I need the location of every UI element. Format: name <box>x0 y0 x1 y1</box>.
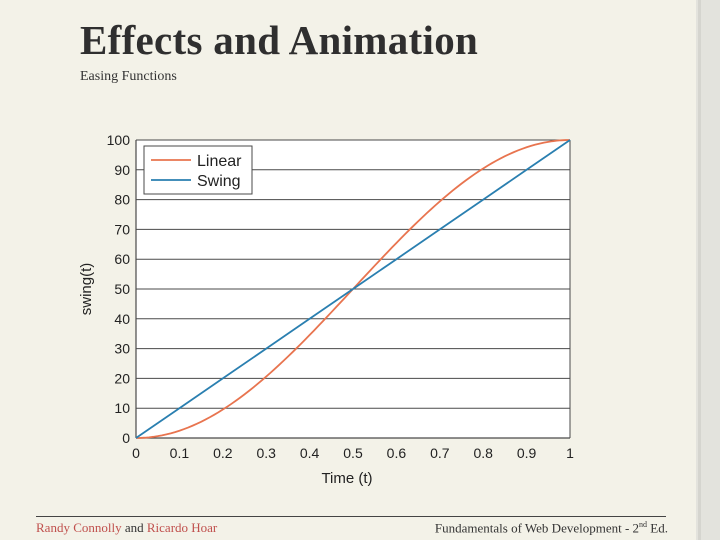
footer-authors: Randy Connolly and Ricardo Hoar <box>36 520 217 536</box>
y-tick-label: 70 <box>114 221 130 237</box>
y-tick-label: 0 <box>122 430 130 446</box>
slide-subtitle: Easing Functions <box>80 69 177 84</box>
legend-label-linear: Linear <box>197 153 242 170</box>
y-tick-label: 20 <box>114 370 130 386</box>
x-tick-label: 0 <box>132 445 140 461</box>
y-tick-label: 50 <box>114 281 130 297</box>
y-tick-label: 60 <box>114 251 130 267</box>
footer-author-2: Ricardo Hoar <box>146 520 218 535</box>
footer-and: and <box>124 520 144 535</box>
slide-title: Effects and Animation <box>80 17 479 63</box>
y-tick-label: 10 <box>114 400 130 416</box>
x-tick-label: 0.2 <box>213 445 233 461</box>
x-tick-label: 0.8 <box>473 445 493 461</box>
footer-edition-sup: nd <box>639 520 648 529</box>
x-tick-label: 0.3 <box>256 445 276 461</box>
x-tick-label: 0.9 <box>517 445 537 461</box>
y-tick-label: 80 <box>114 192 130 208</box>
footer-author-1: Randy Connolly <box>36 520 122 535</box>
footer-divider <box>36 516 666 517</box>
x-axis-label: Time (t) <box>321 470 372 487</box>
legend-box <box>143 145 253 195</box>
y-tick-label: 40 <box>114 311 130 327</box>
footer-book-title: Fundamentals of Web Development - 2nd Ed… <box>435 520 668 536</box>
y-tick-label: 100 <box>107 132 131 148</box>
y-axis-label: swing(t) <box>78 263 95 316</box>
x-tick-label: 0.6 <box>387 445 407 461</box>
x-tick-label: 0.1 <box>170 445 190 461</box>
x-tick-label: 0.4 <box>300 445 320 461</box>
footer-book: Fundamentals of Web Development - 2 <box>434 520 640 536</box>
x-tick-label: 0.5 <box>343 445 363 461</box>
y-tick-label: 30 <box>114 341 130 357</box>
y-tick-label: 90 <box>114 162 130 178</box>
x-tick-label: 0.7 <box>430 445 450 461</box>
legend-label-swing: Swing <box>197 173 241 190</box>
x-tick-label: 1 <box>566 445 574 461</box>
footer-edition-tail: Ed. <box>647 520 668 536</box>
right-edge-stripe <box>698 0 701 540</box>
series-line-swing <box>135 139 571 439</box>
